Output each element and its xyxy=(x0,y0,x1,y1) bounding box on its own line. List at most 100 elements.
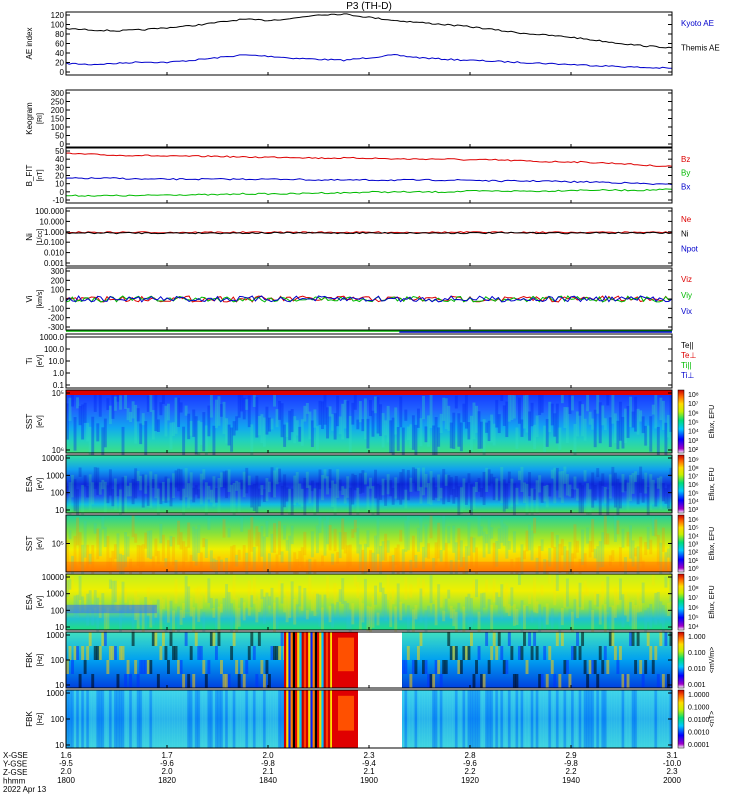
esa-ion-ylabel: ESA xyxy=(25,475,34,492)
fbk-e-colorbar-tick: 0.001 xyxy=(688,682,706,689)
esa-ion-colorbar-tick: 10⁹ xyxy=(688,457,699,464)
fbk-e-burst xyxy=(284,632,402,688)
esa-ion-ytick-label: 100 xyxy=(51,489,65,498)
panel-axes xyxy=(65,11,685,749)
esa-electron-low-band xyxy=(66,604,157,614)
sst-electron-colorbar-tick: 10⁴ xyxy=(688,533,699,540)
velocity-unit: [km/s] xyxy=(37,290,44,309)
fbk-b-ytick-label: 10 xyxy=(55,741,64,750)
velocity-ytick-label: -300 xyxy=(48,323,65,332)
time-row-label: 2022 Apr 13 xyxy=(3,785,47,794)
xtick-xgse: 2.9 xyxy=(565,751,577,760)
ae-index-ytick-label: 0 xyxy=(60,68,65,77)
esa-ion-fill xyxy=(66,455,672,513)
density-legend-1: Ni xyxy=(681,230,689,239)
fbk-b-colorbar-tick: 0.0010 xyxy=(688,730,710,737)
xtick-ygse: -9.5 xyxy=(59,759,73,768)
esa-electron-ytick-label: 10000 xyxy=(42,573,65,582)
temperature-ytick-label: 10.0 xyxy=(48,357,64,366)
sst-electron-colorbar-tick: 10² xyxy=(688,550,699,557)
fbk-b-colorbar xyxy=(677,689,685,749)
sst-ion-texture xyxy=(66,390,673,467)
keogram-frame xyxy=(65,89,673,148)
b-field-ytick-label: 0 xyxy=(60,188,65,197)
b-field-legend-1: By xyxy=(681,169,690,178)
keogram-ylabel: Keogram xyxy=(25,102,34,135)
ae-index-ytick-label: 20 xyxy=(55,59,64,68)
velocity-legend-2: Vix xyxy=(681,307,692,316)
keogram-unit: [RI] xyxy=(37,113,44,124)
b-field-ytick-label: 40 xyxy=(55,155,64,164)
xtick-hhmm: 1800 xyxy=(57,776,75,785)
b-field-ytick-label: 20 xyxy=(55,172,64,181)
xtick-zgse: 2.0 xyxy=(161,767,173,776)
esa-ion-colorbar-tick: 10⁵ xyxy=(688,490,699,497)
b-field-series-0 xyxy=(65,152,673,167)
sst-electron-low-band xyxy=(66,561,672,572)
temperature-ylabel: Ti xyxy=(25,358,34,365)
xtick-xgse: 3.1 xyxy=(666,751,678,760)
b-field-unit: [nT] xyxy=(37,169,44,181)
esa-ion-colorbar-tick: 10⁷ xyxy=(688,474,699,481)
esa-electron-ytick-label: 100 xyxy=(51,606,65,615)
esa-ion-colorbar-tick: 10³ xyxy=(688,507,699,514)
fbk-b-colorbar-tick: 1.0000 xyxy=(688,692,710,699)
esa-electron-colorbar-tick: 10⁸ xyxy=(688,586,699,593)
sst-electron-colorbar-tick: 10⁶ xyxy=(688,517,699,524)
xtick-zgse: 2.0 xyxy=(60,767,72,776)
fbk-b-colorbar-tick: 0.0001 xyxy=(688,742,710,749)
esa-ion-colorbar-tick: 10⁴ xyxy=(688,499,699,506)
ae-index-series-1 xyxy=(65,13,673,49)
velocity-ytick-label: 100 xyxy=(51,286,65,295)
sst-electron-ylabel: SST xyxy=(25,536,34,552)
ae-index-ytick-label: 60 xyxy=(55,40,64,49)
time-row-label: hhmm xyxy=(3,777,26,786)
b-field-legend-0: Bz xyxy=(681,155,690,164)
temperature-ytick-label: 100.0 xyxy=(44,345,65,354)
density-frame xyxy=(65,207,673,267)
temperature-frame xyxy=(65,333,673,389)
esa-ion-colorbar-label: Eflux, EFU xyxy=(709,467,716,500)
esa-electron-colorbar-tick: 10⁴ xyxy=(688,624,699,631)
sst-ion-colorbar-tick: 10⁶ xyxy=(688,410,699,417)
temperature-ytick-label: 1.0 xyxy=(53,369,65,378)
fbk-b-colorbar-label: <nT> xyxy=(709,711,716,727)
time-row-label: Z-GSE xyxy=(3,768,27,777)
sst-ion-colorbar-tick: 10⁴ xyxy=(688,429,699,436)
xtick-hhmm: 2000 xyxy=(663,776,681,785)
sst-electron-colorbar-tick: 10³ xyxy=(688,542,699,549)
sst-ion-unit: [eV] xyxy=(37,415,44,428)
b-field-legend-2: Bx xyxy=(681,182,690,191)
density-ytick-label: 1.000 xyxy=(44,228,65,237)
sst-ion-colorbar-tick: 10² xyxy=(688,447,699,454)
esa-electron-colorbar-label: Eflux, EFU xyxy=(709,585,716,618)
xtick-hhmm: 1900 xyxy=(360,776,378,785)
keogram-ytick-label: 250 xyxy=(51,98,65,107)
sst-ion-ytick-label: 10⁶ xyxy=(52,446,64,455)
b-field-ytick-label: 10 xyxy=(55,180,64,189)
fbk-e-colorbar-tick: 0.010 xyxy=(688,666,706,673)
fbk-e-ytick-label: 1000 xyxy=(46,631,64,640)
xtick-hhmm: 1940 xyxy=(562,776,580,785)
esa-electron-unit: [eV] xyxy=(37,596,44,609)
keogram-ytick-label: 100 xyxy=(51,123,65,132)
xtick-zgse: 2.2 xyxy=(464,767,476,776)
esa-ion-ytick-label: 10000 xyxy=(42,454,65,463)
density-ytick-label: 100.000 xyxy=(35,207,64,216)
xtick-hhmm: 1840 xyxy=(259,776,277,785)
temperature-legend-1: Te⊥ xyxy=(681,351,696,360)
fbk-e-ytick-label: 10 xyxy=(55,681,64,690)
fbk-e-colorbar xyxy=(677,631,685,689)
sst-ion-top-band xyxy=(66,390,672,395)
fbk-e-colorbar-label: <mV/m> xyxy=(709,647,716,673)
fbk-e-colorbar-tick: 1.000 xyxy=(688,634,706,641)
ae-index-ytick-label: 40 xyxy=(55,49,64,58)
sst-electron-ytick-label: 10⁵ xyxy=(52,540,64,549)
fbk-b-unit: [Hz] xyxy=(37,713,44,726)
esa-electron-colorbar xyxy=(677,573,685,631)
b-field-ytick-label: -10 xyxy=(52,196,64,205)
xtick-xgse: 1.6 xyxy=(60,751,72,760)
velocity-ytick-label: -200 xyxy=(48,314,65,323)
esa-ion-texture xyxy=(66,466,673,526)
fbk-e-ylabel: FBK xyxy=(25,652,34,668)
